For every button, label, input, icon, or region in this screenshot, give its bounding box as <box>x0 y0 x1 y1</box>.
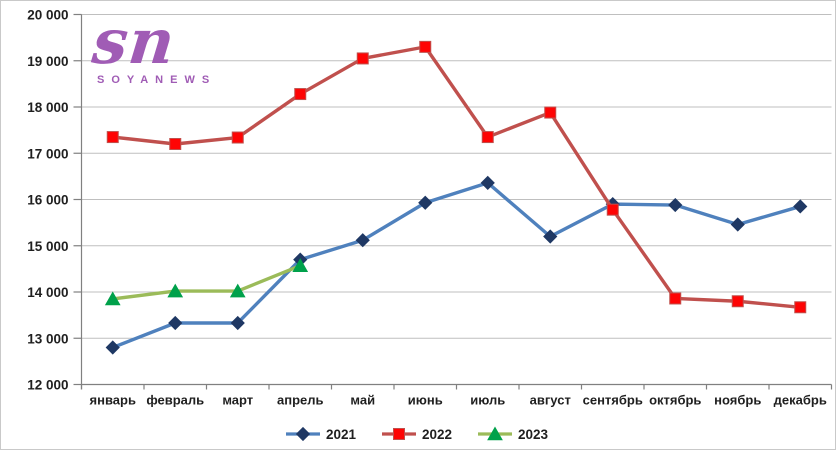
y-tick-label: 12 000 <box>27 378 68 393</box>
legend-label-2022: 2022 <box>422 427 452 442</box>
x-tick-label: декабрь <box>774 393 827 408</box>
series-marker-2021 <box>230 315 245 331</box>
series-marker-2022 <box>231 131 244 144</box>
series-marker-2021 <box>668 197 683 213</box>
x-tick-label: февраль <box>146 393 204 408</box>
legend-marker-2022 <box>393 428 405 440</box>
x-tick-label: сентябрь <box>583 393 643 408</box>
series-marker-2023 <box>229 283 246 298</box>
series-marker-2022 <box>294 88 307 101</box>
series-line-2023 <box>111 263 302 301</box>
x-tick-label: январь <box>90 393 136 408</box>
series-line-2021 <box>111 181 802 350</box>
y-tick-label: 15 000 <box>27 239 68 254</box>
x-tick-label: ноябрь <box>714 393 761 408</box>
legend-marker-2021 <box>295 426 311 442</box>
x-tick-label: апрель <box>277 393 324 408</box>
x-tick-label: июнь <box>408 393 443 408</box>
y-tick-label: 13 000 <box>27 331 68 346</box>
series-marker-2021 <box>418 195 433 210</box>
series-marker-2021 <box>730 217 745 232</box>
series-line-2022 <box>111 45 802 309</box>
legend-label-2023: 2023 <box>518 427 549 442</box>
series-marker-2022 <box>544 106 557 119</box>
y-tick-label: 18 000 <box>27 100 68 115</box>
series-marker-2021 <box>168 315 183 331</box>
series-marker-2022 <box>606 203 619 216</box>
x-tick-label: июль <box>470 393 505 408</box>
series-marker-2023 <box>104 291 121 306</box>
series-marker-2022 <box>731 295 744 308</box>
legend-label-2021: 2021 <box>326 427 357 442</box>
y-tick-label: 16 000 <box>27 193 68 208</box>
series-marker-2022 <box>481 131 494 144</box>
series-marker-2022 <box>794 301 807 314</box>
legend-marker-2023 <box>487 426 503 441</box>
series-marker-2021 <box>480 175 495 190</box>
series-marker-2022 <box>106 131 119 144</box>
series-marker-2023 <box>292 258 309 272</box>
series-marker-2021 <box>105 340 120 355</box>
x-tick-label: август <box>530 393 571 408</box>
series-marker-2022 <box>169 138 182 150</box>
y-tick-label: 17 000 <box>27 146 68 161</box>
y-tick-label: 14 000 <box>27 285 68 300</box>
y-tick-label: 19 000 <box>27 54 68 69</box>
series-marker-2023 <box>167 283 184 298</box>
series-marker-2021 <box>793 199 808 214</box>
x-tick-label: октябрь <box>649 393 701 408</box>
series-marker-2022 <box>356 52 369 65</box>
series-marker-2022 <box>419 40 432 53</box>
series-marker-2021 <box>543 229 558 244</box>
series-marker-2022 <box>669 292 682 305</box>
y-tick-label: 20 000 <box>27 8 68 23</box>
x-tick-label: март <box>222 393 253 408</box>
x-tick-label: май <box>350 393 375 408</box>
series-marker-2021 <box>355 233 370 248</box>
